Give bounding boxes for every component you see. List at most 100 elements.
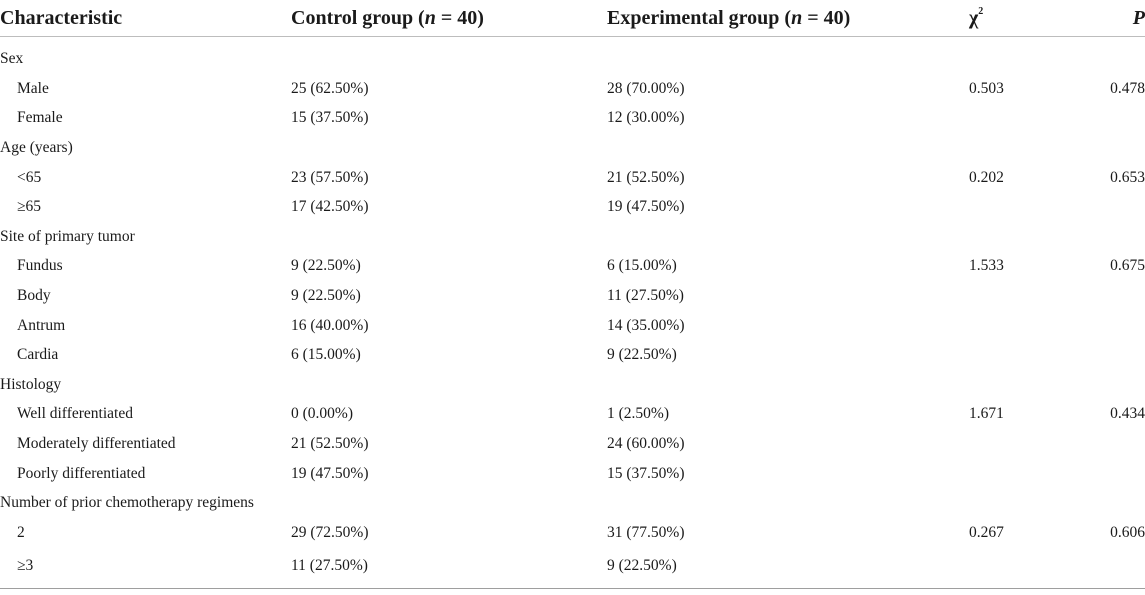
- p-value: [1097, 370, 1145, 400]
- section-row: Site of primary tumor: [0, 222, 1145, 252]
- experimental-value: 12 (30.00%): [607, 109, 685, 127]
- control-value: 9 (22.50%): [291, 257, 361, 275]
- p-value: [1097, 37, 1145, 75]
- p-value: [1097, 547, 1145, 589]
- control-value: 6 (15.00%): [291, 346, 361, 364]
- chi-square-value: [969, 37, 1097, 75]
- row-label: Poorly differentiated: [17, 464, 146, 482]
- experimental-value: 14 (35.00%): [607, 316, 685, 334]
- experimental-value: 9 (22.50%): [607, 547, 969, 589]
- header-experimental-group: Experimental group (n = 40): [607, 0, 969, 37]
- experimental-value: 21 (52.50%): [607, 168, 685, 186]
- chi-square-value: [969, 370, 1097, 400]
- control-value: 16 (40.00%): [291, 316, 369, 334]
- header-control-group: Control group (n = 40): [291, 0, 607, 37]
- chi-square-value: [969, 104, 1097, 134]
- chi-square-value: 1.671: [969, 405, 1004, 423]
- chi-square-value: [969, 488, 1097, 518]
- chi-square-value: 0.503: [969, 79, 1004, 97]
- row-label: Moderately differentiated: [17, 434, 176, 452]
- header-characteristic: Characteristic: [0, 0, 291, 37]
- row-label: 2: [17, 523, 25, 541]
- experimental-value: 1 (2.50%): [607, 405, 669, 423]
- chi-square-value: [969, 133, 1097, 163]
- control-value: [291, 488, 607, 518]
- header-chi-square: χ2: [969, 0, 1097, 37]
- p-value: [1097, 133, 1145, 163]
- experimental-value: 24 (60.00%): [607, 434, 685, 452]
- experimental-value: [607, 133, 969, 163]
- table-row: Well differentiated 0 (0.00%) 1 (2.50%) 1.6…: [0, 400, 1145, 430]
- table-row: ≥3 11 (27.50%) 9 (22.50%): [0, 547, 1145, 589]
- header-p-value: P: [1097, 0, 1145, 37]
- row-label: Well differentiated: [17, 405, 133, 423]
- p-value: [1097, 429, 1145, 459]
- chi-square-value: [969, 311, 1097, 341]
- control-value: [291, 370, 607, 400]
- table-header: Characteristic Control group (n = 40) Ex…: [0, 0, 1145, 37]
- chi-square-value: [969, 281, 1097, 311]
- table-row: Poorly differentiated 19 (47.50%) 15 (37.5…: [0, 459, 1145, 489]
- p-value: 0.675: [1110, 257, 1145, 275]
- row-label: Antrum: [17, 316, 66, 334]
- p-value: 0.434: [1110, 405, 1145, 423]
- table-row: <65 23 (57.50%) 21 (52.50%) 0.202 0.653: [0, 163, 1145, 193]
- p-value: 0.653: [1110, 168, 1145, 186]
- experimental-value: 6 (15.00%): [607, 257, 677, 275]
- chi-square-value: [969, 222, 1097, 252]
- header-row: Characteristic Control group (n = 40) Ex…: [0, 0, 1145, 37]
- control-value: 0 (0.00%): [291, 405, 353, 423]
- row-label: Fundus: [17, 257, 63, 275]
- control-value: 17 (42.50%): [291, 198, 369, 216]
- section-row: Age (years): [0, 133, 1145, 163]
- chi-square-value: 0.202: [969, 168, 1004, 186]
- p-value: 0.478: [1110, 79, 1145, 97]
- p-value: [1097, 488, 1145, 518]
- table-row: Fundus 9 (22.50%) 6 (15.00%) 1.533 0.675: [0, 252, 1145, 282]
- table-row: Male 25 (62.50%) 28 (70.00%) 0.503 0.478: [0, 74, 1145, 104]
- p-value: [1097, 459, 1145, 489]
- section-row: Number of prior chemotherapy regimens: [0, 488, 1145, 518]
- experimental-value: [607, 37, 969, 75]
- row-label: Male: [17, 79, 49, 97]
- chi-square-value: [969, 429, 1097, 459]
- row-label: Histology: [0, 375, 62, 393]
- table-row: Moderately differentiated 21 (52.50%) 24 (…: [0, 429, 1145, 459]
- control-value: [291, 133, 607, 163]
- control-value: 25 (62.50%): [291, 79, 369, 97]
- p-value: [1097, 281, 1145, 311]
- p-value: [1097, 311, 1145, 341]
- table-row: Cardia 6 (15.00%) 9 (22.50%): [0, 340, 1145, 370]
- table-row: Antrum 16 (40.00%) 14 (35.00%): [0, 311, 1145, 341]
- table-row: Female 15 (37.50%) 12 (30.00%): [0, 104, 1145, 134]
- chi-square-value: 0.267: [969, 523, 1004, 541]
- chi-square-value: [969, 547, 1097, 589]
- control-value: 9 (22.50%): [291, 286, 361, 304]
- row-label: ≥3: [0, 547, 291, 589]
- control-value: [291, 222, 607, 252]
- row-label: Number of prior chemotherapy regimens: [0, 494, 254, 512]
- p-value: [1097, 104, 1145, 134]
- control-value: [291, 37, 607, 75]
- table-row: Body 9 (22.50%) 11 (27.50%): [0, 281, 1145, 311]
- chi-square-value: [969, 459, 1097, 489]
- control-value: 29 (72.50%): [291, 523, 369, 541]
- control-value: 23 (57.50%): [291, 168, 369, 186]
- row-label: <65: [17, 168, 42, 186]
- p-value: [1097, 192, 1145, 222]
- experimental-value: [607, 488, 969, 518]
- section-row: Sex: [0, 37, 1145, 75]
- p-value: 0.606: [1110, 523, 1145, 541]
- control-value: 11 (27.50%): [291, 547, 607, 589]
- control-value: 15 (37.50%): [291, 109, 369, 127]
- table-row: 2 29 (72.50%) 31 (77.50%) 0.267 0.606: [0, 518, 1145, 548]
- chi-square-value: 1.533: [969, 257, 1004, 275]
- experimental-value: 11 (27.50%): [607, 286, 684, 304]
- row-label: Female: [17, 109, 63, 127]
- row-label: Body: [17, 286, 51, 304]
- p-value: [1097, 340, 1145, 370]
- row-label: ≥65: [17, 198, 42, 216]
- table-body: Sex Male 25 (62.50%) 28 (70.00%) 0.503 0.478 F…: [0, 37, 1145, 589]
- control-value: 19 (47.50%): [291, 464, 369, 482]
